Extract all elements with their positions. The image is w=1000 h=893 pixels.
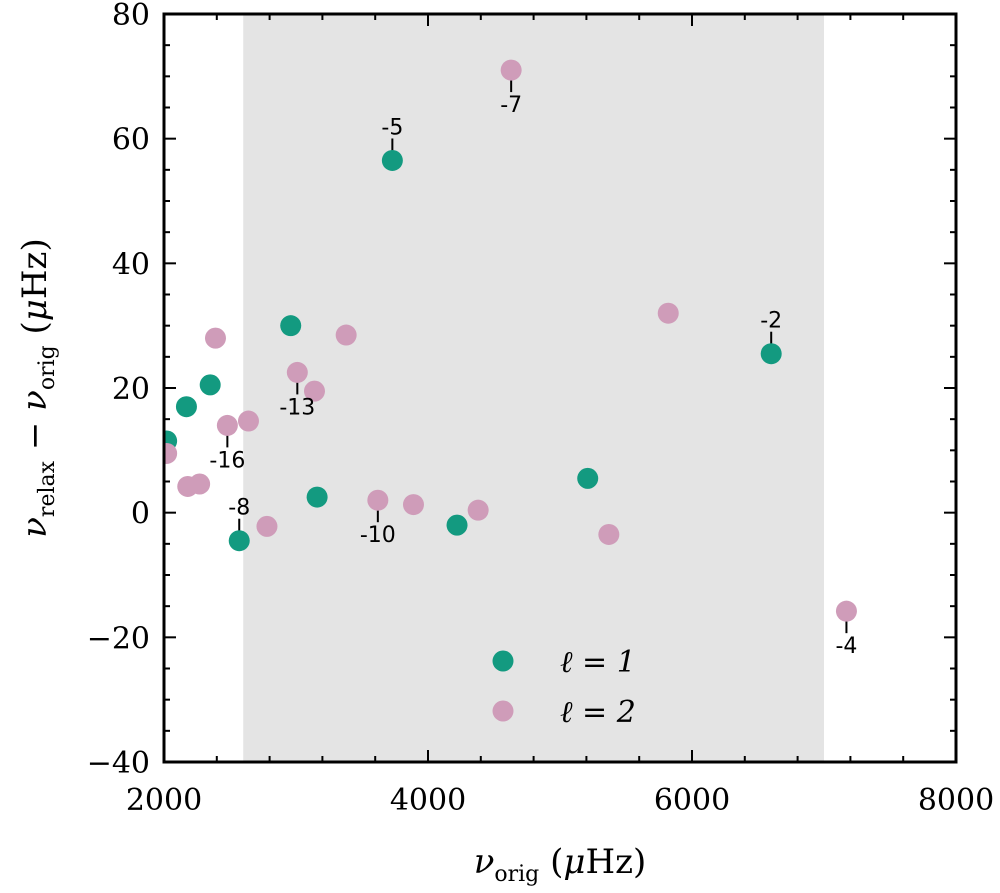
x-tick-label: 8000 <box>918 783 994 818</box>
data-point <box>303 380 325 402</box>
y-tick-label: 0 <box>131 497 150 532</box>
data-point <box>367 489 389 511</box>
data-point <box>577 467 599 489</box>
data-point <box>446 514 468 536</box>
data-point <box>835 600 857 622</box>
x-tick-label: 4000 <box>390 783 466 818</box>
x-tick-label: 6000 <box>654 783 730 818</box>
y-tick-label: 20 <box>112 372 150 407</box>
annotation-label: -5 <box>381 115 403 140</box>
y-tick-label: −20 <box>87 621 150 656</box>
data-point <box>335 324 357 346</box>
annotation-label: -16 <box>209 448 245 473</box>
data-point <box>467 499 489 521</box>
tick-labels: 2000 4000 6000 8000 −40 −20 0 20 40 60 80 <box>87 0 994 818</box>
data-point <box>228 530 250 552</box>
annotation-label: -2 <box>760 309 782 334</box>
shaded-region <box>243 14 824 762</box>
legend-label: ℓ = 2 <box>560 695 636 730</box>
legend-label: ℓ = 1 <box>560 645 636 680</box>
data-point <box>306 486 328 508</box>
data-point <box>175 396 197 418</box>
data-point <box>402 494 424 516</box>
legend-marker <box>492 650 514 672</box>
data-point <box>199 374 221 396</box>
data-point <box>500 59 522 81</box>
x-tick-label: 2000 <box>126 783 202 818</box>
x-axis-title: νorig (μHz) <box>474 842 647 887</box>
data-point <box>204 327 226 349</box>
data-point <box>164 442 178 464</box>
data-point <box>216 414 238 436</box>
data-point <box>189 473 211 495</box>
annotation-label: -7 <box>500 93 522 118</box>
data-points <box>164 59 857 622</box>
y-axis-title: νrelax − νorig (μHz) <box>15 238 60 537</box>
data-point <box>280 315 302 337</box>
annotation-label: -13 <box>279 395 315 420</box>
data-point <box>286 361 308 383</box>
data-point <box>657 302 679 324</box>
data-point <box>237 410 259 432</box>
annotation-labels: -5 -7 -2 -13 -16 -8 -10 -4 <box>209 93 857 659</box>
y-tick-label: 80 <box>112 0 150 33</box>
legend-marker <box>492 700 514 722</box>
y-tick-label: −40 <box>87 746 150 781</box>
data-point <box>760 343 782 365</box>
annotation-label: -10 <box>360 523 396 548</box>
annotation-label: -8 <box>228 496 250 521</box>
data-point <box>381 149 403 171</box>
legend: ℓ = 1 ℓ = 2 <box>492 645 636 730</box>
y-tick-label: 40 <box>112 247 150 282</box>
annotation-label: -4 <box>835 634 857 659</box>
data-point <box>598 523 620 545</box>
y-tick-label: 60 <box>112 123 150 158</box>
data-point <box>256 515 278 537</box>
plot-frame <box>162 12 958 764</box>
